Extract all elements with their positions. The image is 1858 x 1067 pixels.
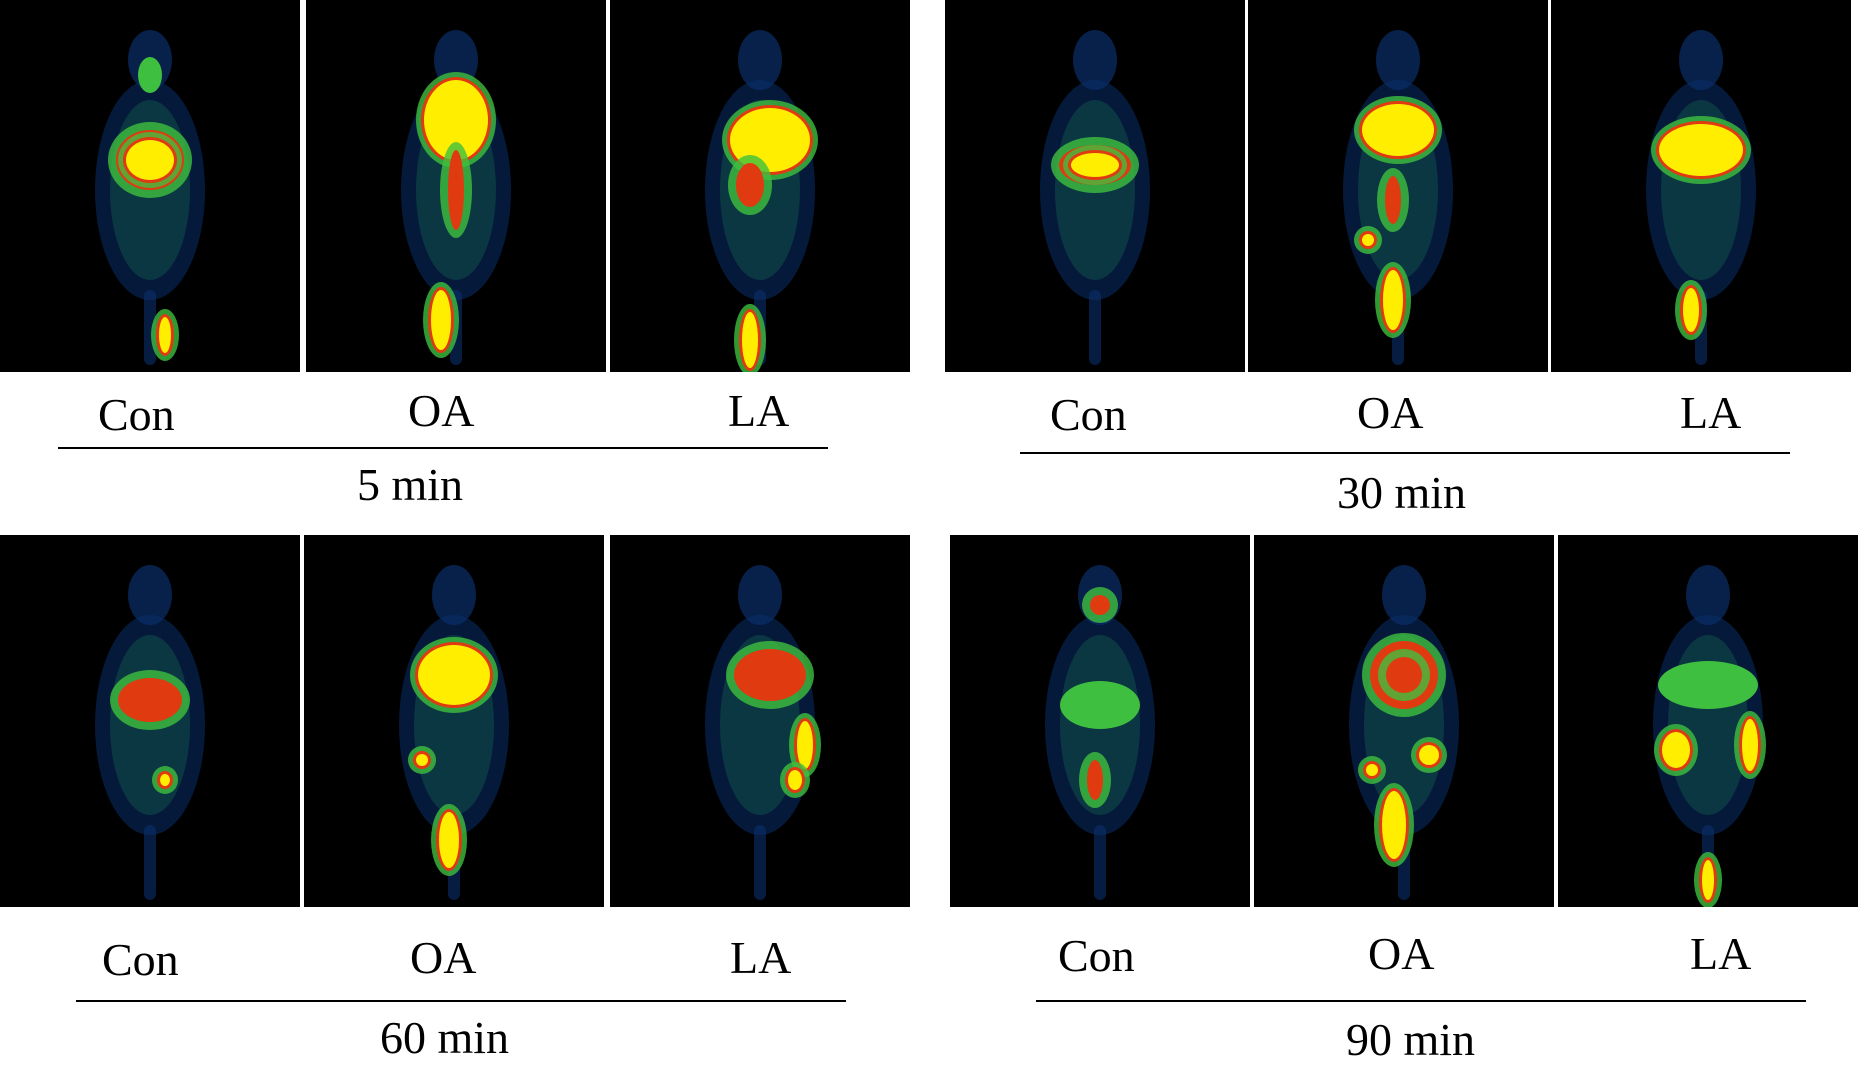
- uptake-spot: [1683, 288, 1699, 332]
- label-con: Con: [98, 389, 175, 440]
- mouse-head: [1679, 30, 1723, 90]
- uptake-spot: [736, 163, 764, 207]
- pet-image-la-60min: [610, 535, 910, 907]
- time-label: 5 min: [357, 459, 464, 510]
- mouse-head: [738, 30, 782, 90]
- label-la: LA: [730, 932, 792, 983]
- mouse-head: [1686, 565, 1730, 625]
- pet-image-oa-30min: [1248, 0, 1548, 372]
- uptake-spot: [448, 150, 464, 230]
- uptake-spot: [1090, 595, 1110, 615]
- label-la: LA: [728, 385, 790, 436]
- label-con: Con: [102, 934, 179, 985]
- time-label: 60 min: [380, 1012, 510, 1063]
- uptake-spot: [1383, 270, 1403, 330]
- uptake-spot: [160, 774, 170, 786]
- uptake-spot: [424, 80, 488, 160]
- time-label: 90 min: [1346, 1014, 1476, 1065]
- uptake-spot: [416, 754, 428, 766]
- label-oa: OA: [1357, 387, 1424, 438]
- uptake-spot: [1060, 681, 1140, 729]
- group-30min: Con OA LA 30 min: [945, 0, 1858, 532]
- uptake-spot: [1362, 234, 1374, 246]
- group-divider-line: [1036, 1000, 1806, 1002]
- uptake-spot: [159, 317, 171, 353]
- uptake-spot: [742, 312, 758, 368]
- uptake-spot: [138, 57, 162, 93]
- uptake-spot: [431, 290, 451, 350]
- uptake-spot: [418, 645, 490, 705]
- uptake-spot: [1659, 124, 1743, 176]
- group-divider-line: [76, 1000, 846, 1002]
- uptake-spot: [1658, 661, 1758, 709]
- uptake-spot: [1385, 176, 1401, 224]
- label-con: Con: [1050, 389, 1127, 440]
- uptake-spot: [797, 721, 813, 769]
- pet-image-la-30min: [1551, 0, 1851, 372]
- group-90min: Con OA LA 90 min: [950, 535, 1858, 1067]
- pet-image-con-60min: [0, 535, 300, 907]
- mouse-tail: [754, 825, 766, 900]
- time-label: 30 min: [1337, 467, 1467, 518]
- label-la: LA: [1690, 928, 1752, 979]
- pet-image-con-5min: [0, 0, 300, 372]
- uptake-spot: [1742, 719, 1758, 771]
- uptake-spot: [788, 770, 802, 790]
- group-divider-line: [58, 447, 828, 449]
- label-oa: OA: [1368, 928, 1435, 979]
- label-oa: OA: [410, 932, 477, 983]
- mouse-head: [1382, 565, 1426, 625]
- uptake-spot: [1662, 732, 1690, 768]
- pet-image-con-30min: [945, 0, 1245, 372]
- label-oa: OA: [408, 385, 475, 436]
- uptake-spot: [1087, 760, 1103, 800]
- label-la: LA: [1680, 387, 1742, 438]
- uptake-spot: [118, 678, 182, 722]
- mouse-head: [128, 565, 172, 625]
- mouse-tail: [1094, 825, 1106, 900]
- mouse-head: [738, 565, 782, 625]
- uptake-spot: [439, 812, 459, 868]
- uptake-spot: [1386, 657, 1422, 693]
- label-con: Con: [1058, 930, 1135, 981]
- uptake-spot: [126, 140, 174, 180]
- uptake-spot: [1702, 860, 1714, 900]
- pet-image-oa-5min: [306, 0, 606, 372]
- mouse-head: [1073, 30, 1117, 90]
- uptake-spot: [1071, 153, 1119, 177]
- uptake-spot: [1362, 104, 1434, 156]
- mouse-tail: [1089, 290, 1101, 365]
- mouse-head: [1376, 30, 1420, 90]
- pet-image-oa-60min: [304, 535, 604, 907]
- uptake-spot: [734, 649, 806, 701]
- mouse-head: [432, 565, 476, 625]
- group-divider-line: [1020, 452, 1790, 454]
- group-60min: Con OA LA 60 min: [0, 535, 915, 1067]
- mouse-tail: [144, 825, 156, 900]
- pet-image-oa-90min: [1254, 535, 1554, 907]
- pet-image-la-90min: [1558, 535, 1858, 907]
- group-5min: Con OA LA 5 min: [0, 0, 915, 532]
- uptake-spot: [1419, 745, 1439, 765]
- uptake-spot: [1382, 791, 1406, 859]
- uptake-spot: [1366, 764, 1378, 776]
- pet-image-la-5min: [610, 0, 910, 372]
- pet-image-con-90min: [950, 535, 1250, 907]
